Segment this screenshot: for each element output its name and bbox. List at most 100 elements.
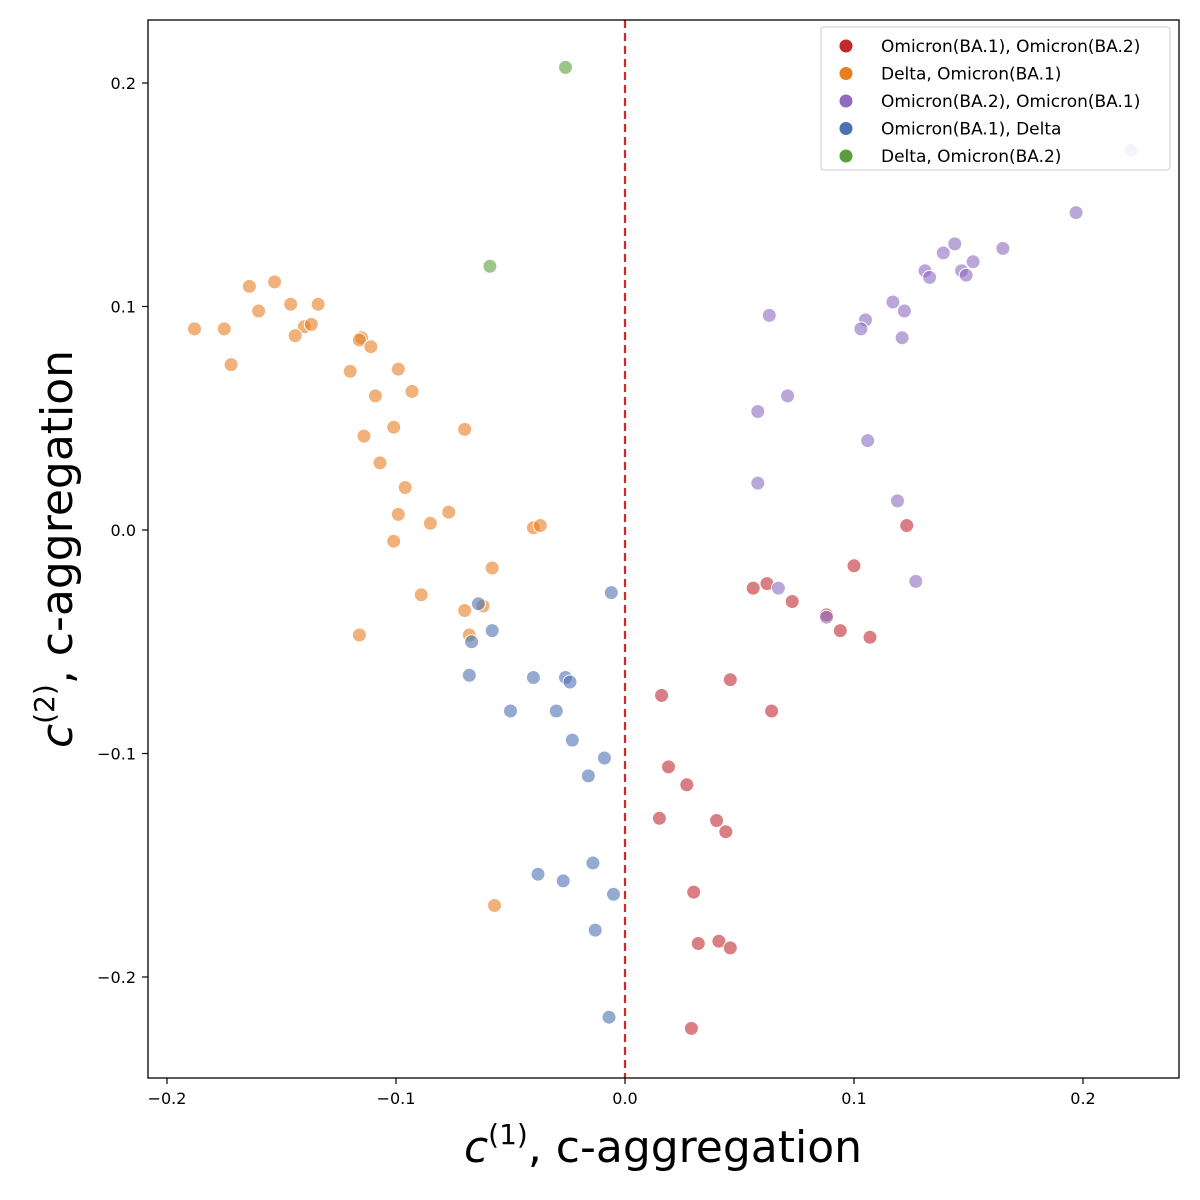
- plot-background: [148, 20, 1179, 1078]
- point-omicron-ba-1-omicron-ba-2-9: [722, 672, 738, 688]
- legend-label-delta-omicron-ba-1: Delta, Omicron(BA.1): [881, 65, 1061, 85]
- point-omicron-ba-1-delta-4: [461, 667, 477, 683]
- point-delta-omicron-ba-1-23: [441, 504, 457, 520]
- point-delta-omicron-ba-1-22: [397, 480, 413, 495]
- legend-marker-omicron-ba-1-omicron-ba-2: [839, 39, 853, 53]
- y-tick-label-3: 0.1: [111, 298, 136, 317]
- point-delta-omicron-ba-1-15: [390, 361, 406, 377]
- point-omicron-ba-1-omicron-ba-2-7: [862, 629, 878, 645]
- point-delta-omicron-ba-1-5: [187, 321, 202, 337]
- point-omicron-ba-1-delta-15: [555, 873, 571, 889]
- x-axis-label: c(1), c-aggregation: [464, 1118, 862, 1173]
- y-tick-label-0: −0.2: [97, 968, 136, 987]
- x-tick-label-3: 0.1: [841, 1089, 866, 1108]
- point-omicron-ba-1-omicron-ba-2-1: [846, 558, 862, 574]
- point-delta-omicron-ba-1-8: [303, 316, 319, 332]
- point-omicron-ba-2-omicron-ba-1-19: [750, 475, 766, 491]
- point-delta-omicron-ba-1-6: [216, 321, 232, 337]
- point-omicron-ba-2-omicron-ba-1-11: [896, 303, 912, 319]
- point-omicron-ba-1-omicron-ba-2-15: [718, 824, 734, 840]
- point-omicron-ba-2-omicron-ba-1-10: [885, 294, 901, 310]
- x-axis-label-superscript: (1): [488, 1118, 528, 1151]
- point-delta-omicron-ba-1-11: [351, 332, 367, 348]
- point-delta-omicron-ba-1-34: [351, 627, 367, 643]
- point-delta-omicron-ba-1-17: [367, 388, 383, 404]
- point-omicron-ba-1-delta-3: [464, 634, 480, 650]
- point-omicron-ba-2-omicron-ba-1-2: [995, 240, 1011, 256]
- x-tick-label-2: 0.0: [612, 1089, 637, 1108]
- point-omicron-ba-2-omicron-ba-1-20: [890, 493, 905, 509]
- point-omicron-ba-1-delta-11: [596, 750, 612, 766]
- x-axis-ticks: −0.2 −0.1 0.0 0.1 0.2: [148, 1078, 1096, 1108]
- legend-marker-omicron-ba-1-delta: [839, 122, 853, 135]
- point-omicron-ba-2-omicron-ba-1-21: [908, 573, 924, 589]
- y-tick-label-1: −0.1: [97, 745, 136, 764]
- point-delta-omicron-ba-1-19: [457, 421, 473, 437]
- point-omicron-ba-1-delta-7: [562, 674, 578, 690]
- legend-label-omicron-ba-2-omicron-ba-1: Omicron(BA.2), Omicron(BA.1): [881, 92, 1140, 112]
- point-delta-omicron-ba-1-0: [241, 278, 257, 294]
- point-delta-omicron-ba-1-25: [422, 515, 438, 531]
- point-delta-omicron-ba-2-1: [482, 258, 498, 274]
- point-delta-omicron-ba-1-27: [532, 518, 548, 533]
- point-omicron-ba-1-omicron-ba-2-4: [784, 594, 800, 609]
- x-tick-label-0: −0.2: [148, 1089, 187, 1108]
- point-omicron-ba-1-omicron-ba-2-11: [661, 759, 676, 775]
- point-omicron-ba-1-delta-17: [587, 922, 603, 938]
- legend-label-omicron-ba-1-delta: Omicron(BA.1), Delta: [881, 120, 1061, 140]
- point-omicron-ba-1-delta-14: [530, 866, 546, 882]
- legend-marker-delta-omicron-ba-1: [839, 67, 853, 80]
- point-delta-omicron-ba-1-30: [413, 587, 429, 603]
- point-omicron-ba-1-omicron-ba-2-14: [709, 813, 725, 828]
- point-omicron-ba-1-omicron-ba-2-13: [651, 810, 667, 826]
- point-omicron-ba-2-omicron-ba-1-18: [860, 433, 876, 449]
- y-tick-label-4: 0.2: [111, 74, 136, 93]
- point-delta-omicron-ba-1-16: [404, 383, 420, 399]
- point-delta-omicron-ba-1-13: [223, 357, 239, 373]
- point-omicron-ba-1-delta-5: [525, 670, 541, 685]
- legend-label-omicron-ba-1-omicron-ba-2: Omicron(BA.1), Omicron(BA.2): [881, 37, 1140, 57]
- point-omicron-ba-2-omicron-ba-1-8: [958, 267, 974, 283]
- point-delta-omicron-ba-2-0: [558, 59, 573, 75]
- x-axis-label-symbol: c: [464, 1122, 488, 1173]
- y-tick-label-2: 0.0: [111, 521, 136, 540]
- point-omicron-ba-1-delta-0: [603, 585, 619, 601]
- point-omicron-ba-1-omicron-ba-2-19: [722, 940, 738, 956]
- point-delta-omicron-ba-1-18: [386, 419, 402, 435]
- point-delta-omicron-ba-1-14: [342, 363, 358, 379]
- x-tick-label-4: 0.2: [1070, 1089, 1095, 1108]
- point-omicron-ba-2-omicron-ba-1-4: [935, 245, 951, 261]
- legend-box: [820, 26, 1171, 171]
- point-delta-omicron-ba-1-31: [457, 603, 473, 618]
- point-delta-omicron-ba-1-21: [372, 455, 388, 471]
- point-omicron-ba-1-delta-8: [503, 703, 518, 719]
- point-omicron-ba-1-delta-16: [606, 886, 621, 902]
- point-omicron-ba-1-omicron-ba-2-17: [690, 936, 706, 951]
- point-omicron-ba-2-omicron-ba-1-17: [750, 404, 766, 419]
- plot-frame: [147, 19, 1180, 1079]
- y-axis-label-superscript: (2): [28, 684, 61, 724]
- point-delta-omicron-ba-1-4: [251, 303, 267, 319]
- point-omicron-ba-1-omicron-ba-2-0: [899, 518, 915, 533]
- point-delta-omicron-ba-1-28: [386, 533, 402, 549]
- y-axis-label: c(2), c-aggregation: [28, 350, 83, 748]
- point-delta-omicron-ba-1-12: [363, 339, 379, 355]
- point-omicron-ba-2-omicron-ba-1-9: [922, 269, 938, 285]
- point-delta-omicron-ba-1-9: [287, 328, 303, 344]
- point-omicron-ba-1-delta-13: [585, 855, 601, 871]
- y-axis-ticks: −0.2 −0.1 0.0 0.1 0.2: [97, 74, 148, 987]
- y-axis-label-symbol: c: [32, 724, 83, 748]
- point-omicron-ba-1-omicron-ba-2-12: [679, 777, 695, 793]
- point-omicron-ba-1-delta-9: [548, 703, 564, 719]
- point-delta-omicron-ba-1-3: [310, 296, 326, 312]
- legend-label-delta-omicron-ba-2: Delta, Omicron(BA.2): [881, 147, 1061, 167]
- point-omicron-ba-2-omicron-ba-1-22: [770, 580, 786, 596]
- point-omicron-ba-1-omicron-ba-2-18: [711, 933, 727, 949]
- point-delta-omicron-ba-1-24: [390, 506, 406, 522]
- point-omicron-ba-2-omicron-ba-1-14: [853, 321, 869, 337]
- legend: Omicron(BA.1), Omicron(BA.2) Delta, Omicr…: [820, 26, 1171, 171]
- point-omicron-ba-2-omicron-ba-1-5: [965, 254, 981, 270]
- point-omicron-ba-1-omicron-ba-2-10: [764, 703, 780, 719]
- point-delta-omicron-ba-1-20: [356, 428, 372, 444]
